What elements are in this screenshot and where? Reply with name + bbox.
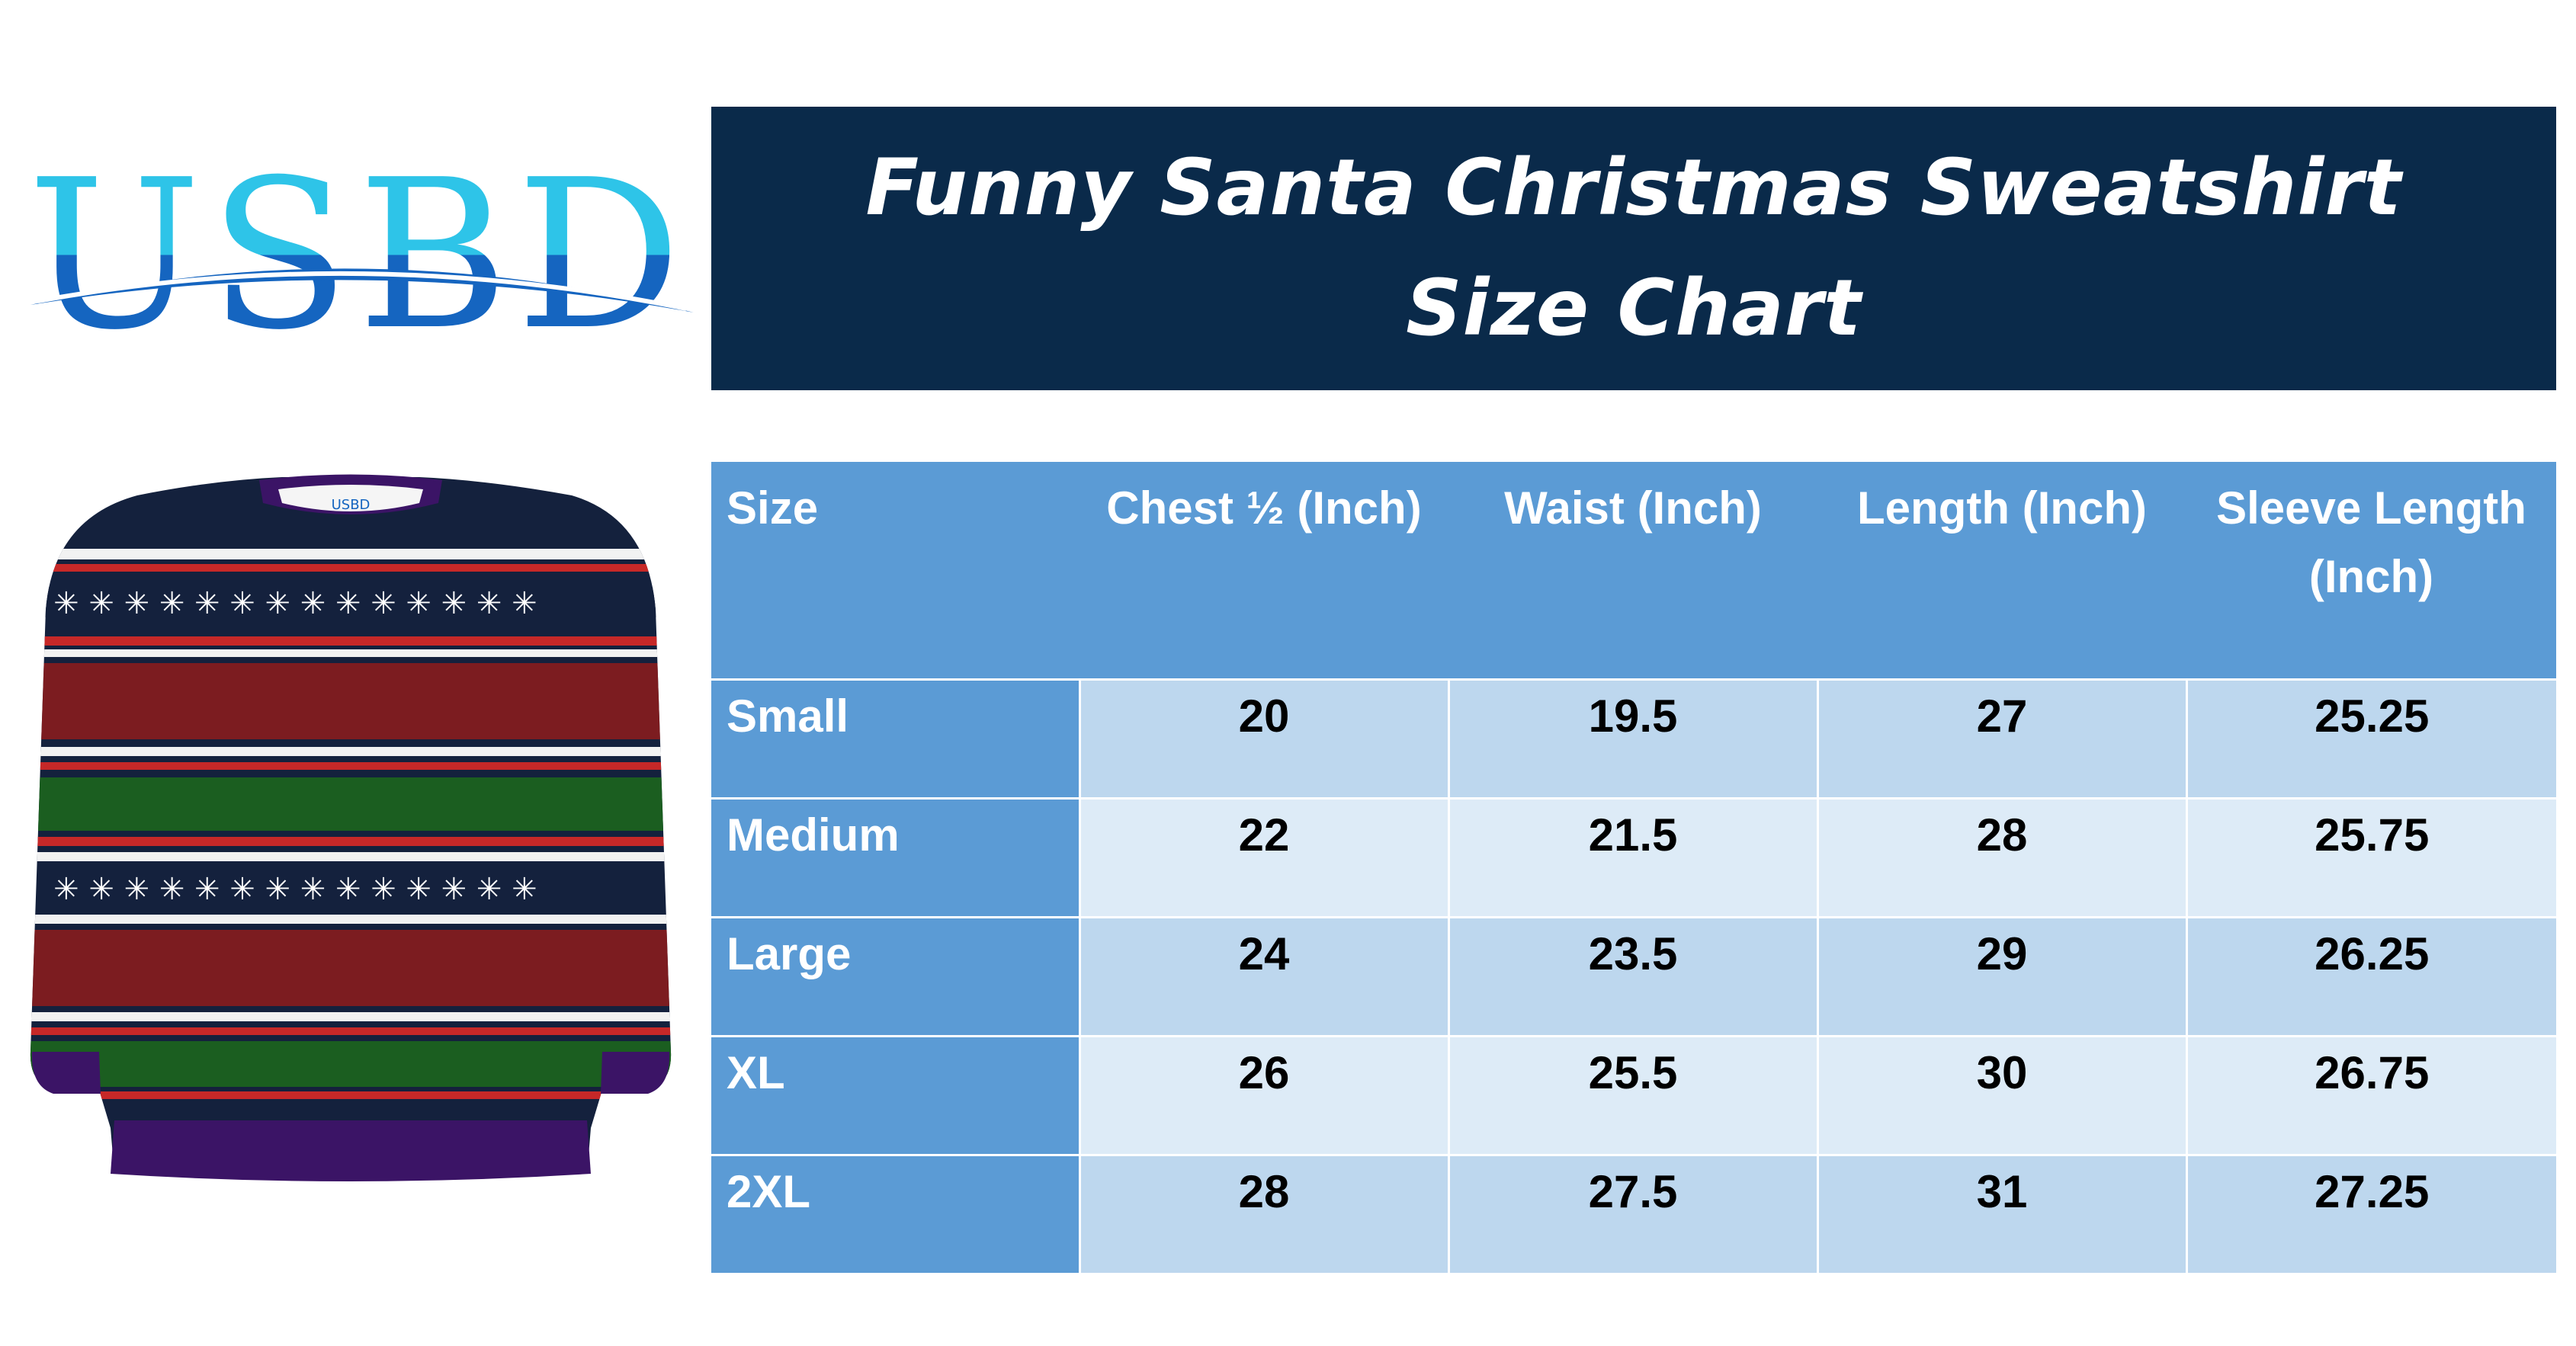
length-value: 31 (1816, 1154, 2186, 1273)
sleeve-length-value: 26.25 (2185, 916, 2556, 1037)
table-header-row: Size Chest ½ (Inch) Waist (Inch) Length … (711, 462, 2556, 680)
waist-value: 27.5 (1447, 1154, 1817, 1273)
table-row: 2XL 28 27.5 31 27.25 (711, 1154, 2556, 1273)
length-value: 30 (1816, 1035, 2186, 1155)
chest-value: 24 (1078, 916, 1448, 1037)
waist-value: 23.5 (1447, 916, 1817, 1037)
size-name: XL (711, 1035, 1079, 1155)
waist-value: 19.5 (1447, 678, 1817, 799)
length-value: 27 (1816, 678, 2186, 799)
size-name: Small (711, 678, 1079, 799)
header-sleeve-length: Sleeve Length (Inch) (2186, 462, 2556, 680)
sleeve-length-value: 25.25 (2185, 678, 2556, 799)
title-line-1: Funny Santa Christmas Sweatshirt (865, 143, 2402, 233)
header-chest: Chest ½ (Inch) (1079, 462, 1448, 680)
chest-value: 20 (1078, 678, 1448, 799)
size-name: Large (711, 916, 1079, 1037)
table-row: XL 26 25.5 30 26.75 (711, 1035, 2556, 1155)
usbd-logo: USBD (23, 152, 709, 343)
chest-value: 28 (1078, 1154, 1448, 1273)
sleeve-length-value: 26.75 (2185, 1035, 2556, 1155)
collar-label: USBD (332, 497, 371, 513)
header-waist: Waist (Inch) (1448, 462, 1817, 680)
waist-value: 21.5 (1447, 797, 1817, 918)
chest-value: 26 (1078, 1035, 1448, 1155)
size-name: Medium (711, 797, 1079, 918)
size-name: 2XL (711, 1154, 1079, 1273)
header-length: Length (Inch) (1817, 462, 2186, 680)
sleeve-length-value: 25.75 (2185, 797, 2556, 918)
table-row: Large 24 23.5 29 26.25 (711, 916, 2556, 1037)
length-value: 29 (1816, 916, 2186, 1037)
title-banner: Funny Santa Christmas Sweatshirt Size Ch… (711, 107, 2556, 390)
table-row: Small 20 19.5 27 25.25 (711, 678, 2556, 799)
size-chart-table: Size Chest ½ (Inch) Waist (Inch) Length … (711, 462, 2556, 1273)
sweater-image-icon: ✳ ✳ ✳ ✳ ✳ ✳ ✳ ✳ ✳ ✳ ✳ ✳ ✳ ✳ ✳ ✳ ✳ ✳ ✳ ✳ … (23, 473, 678, 1189)
header-size: Size (711, 462, 1079, 680)
title-line-2: Size Chart (1406, 263, 1862, 354)
logo-text: USBD (27, 152, 688, 343)
chest-value: 22 (1078, 797, 1448, 918)
svg-text:✳ ✳ ✳ ✳ ✳ ✳ ✳ ✳ ✳ ✳ ✳ ✳ ✳ ✳: ✳ ✳ ✳ ✳ ✳ ✳ ✳ ✳ ✳ ✳ ✳ ✳ ✳ ✳ (53, 586, 537, 621)
table-row: Medium 22 21.5 28 25.75 (711, 797, 2556, 918)
svg-text:✳ ✳ ✳ ✳ ✳ ✳ ✳ ✳ ✳ ✳ ✳ ✳ ✳ ✳: ✳ ✳ ✳ ✳ ✳ ✳ ✳ ✳ ✳ ✳ ✳ ✳ ✳ ✳ (53, 872, 537, 907)
waist-value: 25.5 (1447, 1035, 1817, 1155)
sleeve-length-value: 27.25 (2185, 1154, 2556, 1273)
length-value: 28 (1816, 797, 2186, 918)
